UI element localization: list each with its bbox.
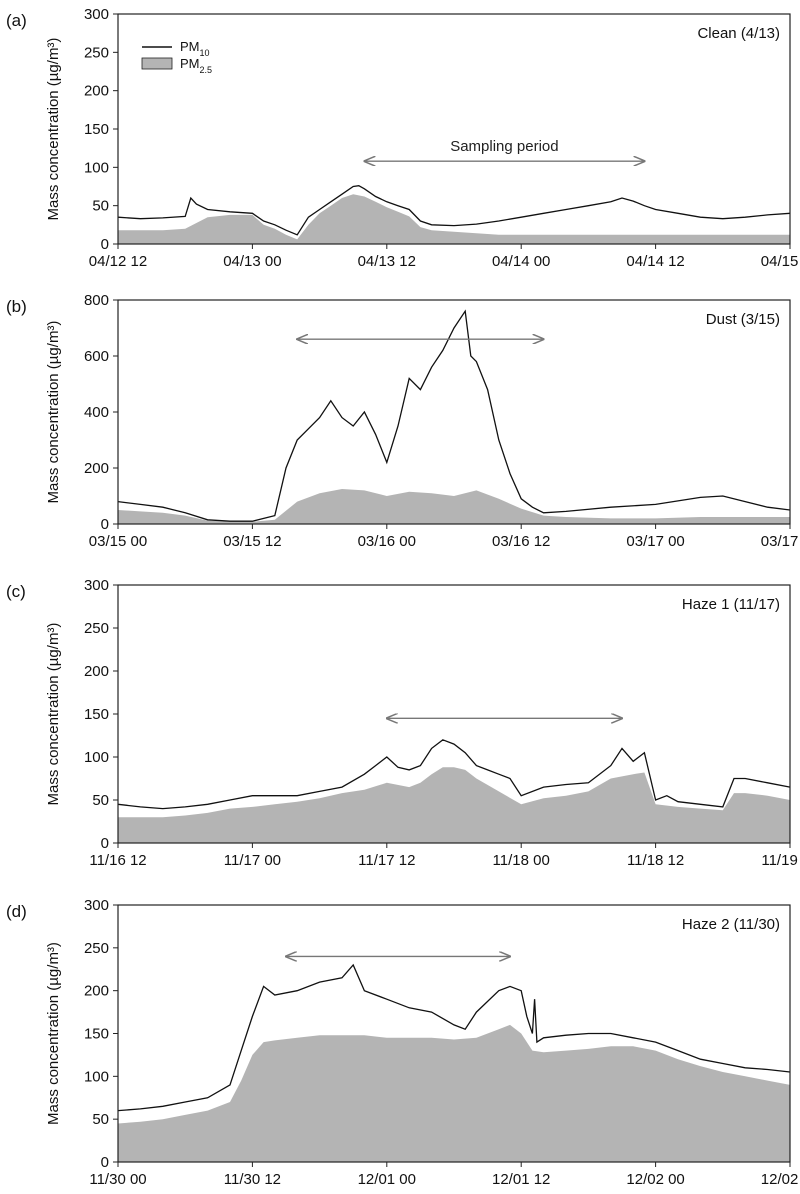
- legend-pm25-label: PM2.5: [180, 56, 212, 75]
- y-tick-label: 50: [92, 792, 109, 809]
- condition-label: Clean (4/13): [697, 25, 780, 42]
- y-tick-label: 0: [101, 835, 109, 852]
- condition-label: Haze 2 (11/30): [682, 916, 780, 933]
- panel-label: (c): [6, 582, 26, 601]
- y-tick-label: 150: [84, 1026, 109, 1043]
- y-tick-label: 200: [84, 460, 109, 477]
- condition-label: Dust (3/15): [706, 311, 780, 328]
- chart-panel-1: 0 50 100 150 200 250 300 04/12 12 04/13 00 04/13 …: [6, 6, 800, 270]
- x-tick-label: 11/17 00: [224, 852, 281, 869]
- condition-label: Haze 1 (11/17): [682, 596, 780, 613]
- y-tick-label: 250: [84, 44, 109, 61]
- y-tick-label: 100: [84, 749, 109, 766]
- pm10-line: [117, 963, 791, 1112]
- legend-pm10-subscript: 10: [200, 48, 210, 58]
- pm10-line: [117, 739, 791, 810]
- chart-panel-2: 0 200 400 600 800 03/15 00 03/15 12 03/16 00 03/…: [6, 292, 800, 550]
- x-tick-label: 11/30 12: [224, 1171, 281, 1188]
- x-tick-label: 11/16 12: [89, 852, 146, 869]
- x-tick-label: 04/13 00: [223, 253, 281, 270]
- y-tick-label: 200: [84, 83, 109, 100]
- y-axis-label: Mass concentration (µg/m³): [45, 623, 62, 806]
- plot-frame: [117, 13, 791, 245]
- panel-label: (a): [6, 11, 27, 30]
- y-tick-label: 150: [84, 121, 109, 138]
- x-tick-label: 12/02 12: [761, 1171, 800, 1188]
- plot-frame: [117, 299, 791, 525]
- y-tick-label: 250: [84, 620, 109, 637]
- pm10-line: [117, 309, 791, 522]
- x-tick-label: 11/19 00: [761, 852, 800, 869]
- x-tick-label: 11/18 12: [627, 852, 684, 869]
- chart-panel-4: 0 50 100 150 200 250 300 11/30 00 11/30 12 12/01 …: [6, 897, 800, 1188]
- x-tick-label: 03/17 12: [761, 533, 800, 550]
- x-tick-label: 04/15 00: [761, 253, 800, 270]
- pm25-area: [118, 489, 790, 524]
- y-tick-label: 150: [84, 706, 109, 723]
- y-tick-label: 50: [92, 1111, 109, 1128]
- y-tick-label: 0: [101, 516, 109, 533]
- y-tick-label: 0: [101, 236, 109, 253]
- x-tick-label: 03/16 00: [358, 533, 416, 550]
- x-tick-label: 04/12 12: [89, 253, 147, 270]
- y-axis-label: Mass concentration (µg/m³): [45, 321, 62, 504]
- y-tick-label: 250: [84, 940, 109, 957]
- legend-pm25-swatch: [141, 57, 173, 70]
- y-tick-label: 600: [84, 348, 109, 365]
- y-axis-label: Mass concentration (µg/m³): [45, 38, 62, 221]
- x-tick-label: 03/17 00: [626, 533, 684, 550]
- panel-label: (d): [6, 902, 27, 921]
- panel-label: (b): [6, 297, 27, 316]
- pm10-line: [117, 185, 791, 236]
- pm25-area: [118, 194, 790, 244]
- y-tick-label: 300: [84, 6, 109, 23]
- y-tick-label: 800: [84, 292, 109, 309]
- y-tick-label: 200: [84, 663, 109, 680]
- y-axis-label: Mass concentration (µg/m³): [45, 942, 62, 1125]
- y-tick-label: 100: [84, 159, 109, 176]
- y-tick-label: 50: [92, 198, 109, 215]
- chart-panel-3: 0 50 100 150 200 250 300 11/16 12 11/17 00 11/17 …: [6, 577, 800, 869]
- x-tick-label: 03/16 12: [492, 533, 550, 550]
- y-tick-label: 200: [84, 983, 109, 1000]
- x-tick-label: 12/02 00: [626, 1171, 684, 1188]
- y-tick-label: 400: [84, 404, 109, 421]
- x-tick-label: 11/18 00: [493, 852, 550, 869]
- pm25-area: [118, 767, 790, 843]
- y-tick-label: 300: [84, 897, 109, 914]
- sampling-period-label: Sampling period: [450, 138, 558, 155]
- x-tick-label: 12/01 12: [492, 1171, 550, 1188]
- y-tick-label: 300: [84, 577, 109, 594]
- pm25-area: [118, 1024, 790, 1162]
- legend-pm25-subscript: 2.5: [200, 65, 213, 75]
- x-tick-label: 03/15 00: [89, 533, 147, 550]
- x-tick-label: 04/14 12: [626, 253, 684, 270]
- x-tick-label: 12/01 00: [358, 1171, 416, 1188]
- x-tick-label: 03/15 12: [223, 533, 281, 550]
- y-tick-label: 100: [84, 1068, 109, 1085]
- x-tick-label: 04/13 12: [358, 253, 416, 270]
- x-tick-label: 04/14 00: [492, 253, 550, 270]
- x-tick-label: 11/17 12: [358, 852, 415, 869]
- x-tick-label: 11/30 00: [89, 1171, 146, 1188]
- y-tick-label: 0: [101, 1154, 109, 1171]
